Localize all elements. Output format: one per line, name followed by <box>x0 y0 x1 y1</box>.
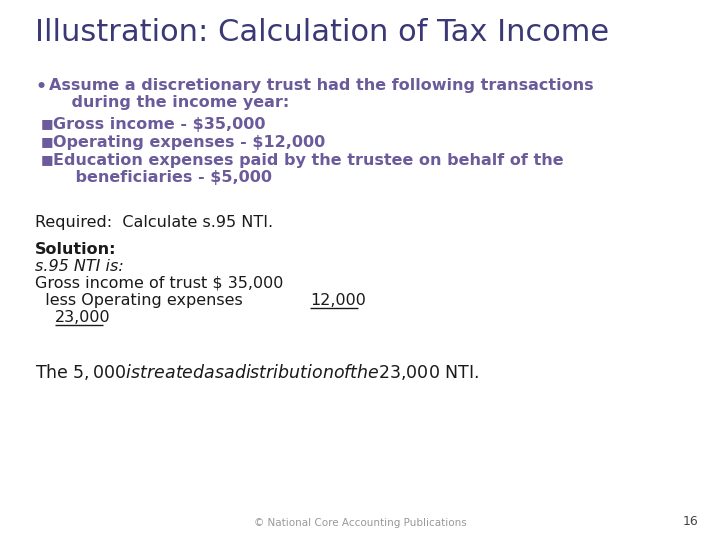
Text: Gross income of trust $ 35,000: Gross income of trust $ 35,000 <box>35 276 284 291</box>
Text: ■: ■ <box>41 135 53 148</box>
Text: 23,000: 23,000 <box>55 310 111 325</box>
Text: Education expenses paid by the trustee on behalf of the
    beneficiaries - $5,0: Education expenses paid by the trustee o… <box>53 153 564 185</box>
Text: © National Core Accounting Publications: © National Core Accounting Publications <box>253 518 467 528</box>
Text: 16: 16 <box>683 515 698 528</box>
Text: Assume a discretionary trust had the following transactions
    during the incom: Assume a discretionary trust had the fol… <box>49 78 593 110</box>
Text: 12,000: 12,000 <box>310 293 366 308</box>
Text: The $5,000 is treated as a distribution of the $23,000 NTI.: The $5,000 is treated as a distribution … <box>35 362 479 382</box>
Text: s.95 NTI is:: s.95 NTI is: <box>35 259 124 274</box>
Text: Illustration: Calculation of Tax Income: Illustration: Calculation of Tax Income <box>35 18 609 47</box>
Text: Solution:: Solution: <box>35 242 117 257</box>
Text: Gross income - $35,000: Gross income - $35,000 <box>53 117 266 132</box>
Text: ■: ■ <box>41 153 53 166</box>
Text: Operating expenses - $12,000: Operating expenses - $12,000 <box>53 135 325 150</box>
Text: Required:  Calculate s.95 NTI.: Required: Calculate s.95 NTI. <box>35 215 273 230</box>
Text: less Operating expenses: less Operating expenses <box>35 293 243 308</box>
Text: •: • <box>35 78 46 96</box>
Text: ■: ■ <box>41 117 53 130</box>
